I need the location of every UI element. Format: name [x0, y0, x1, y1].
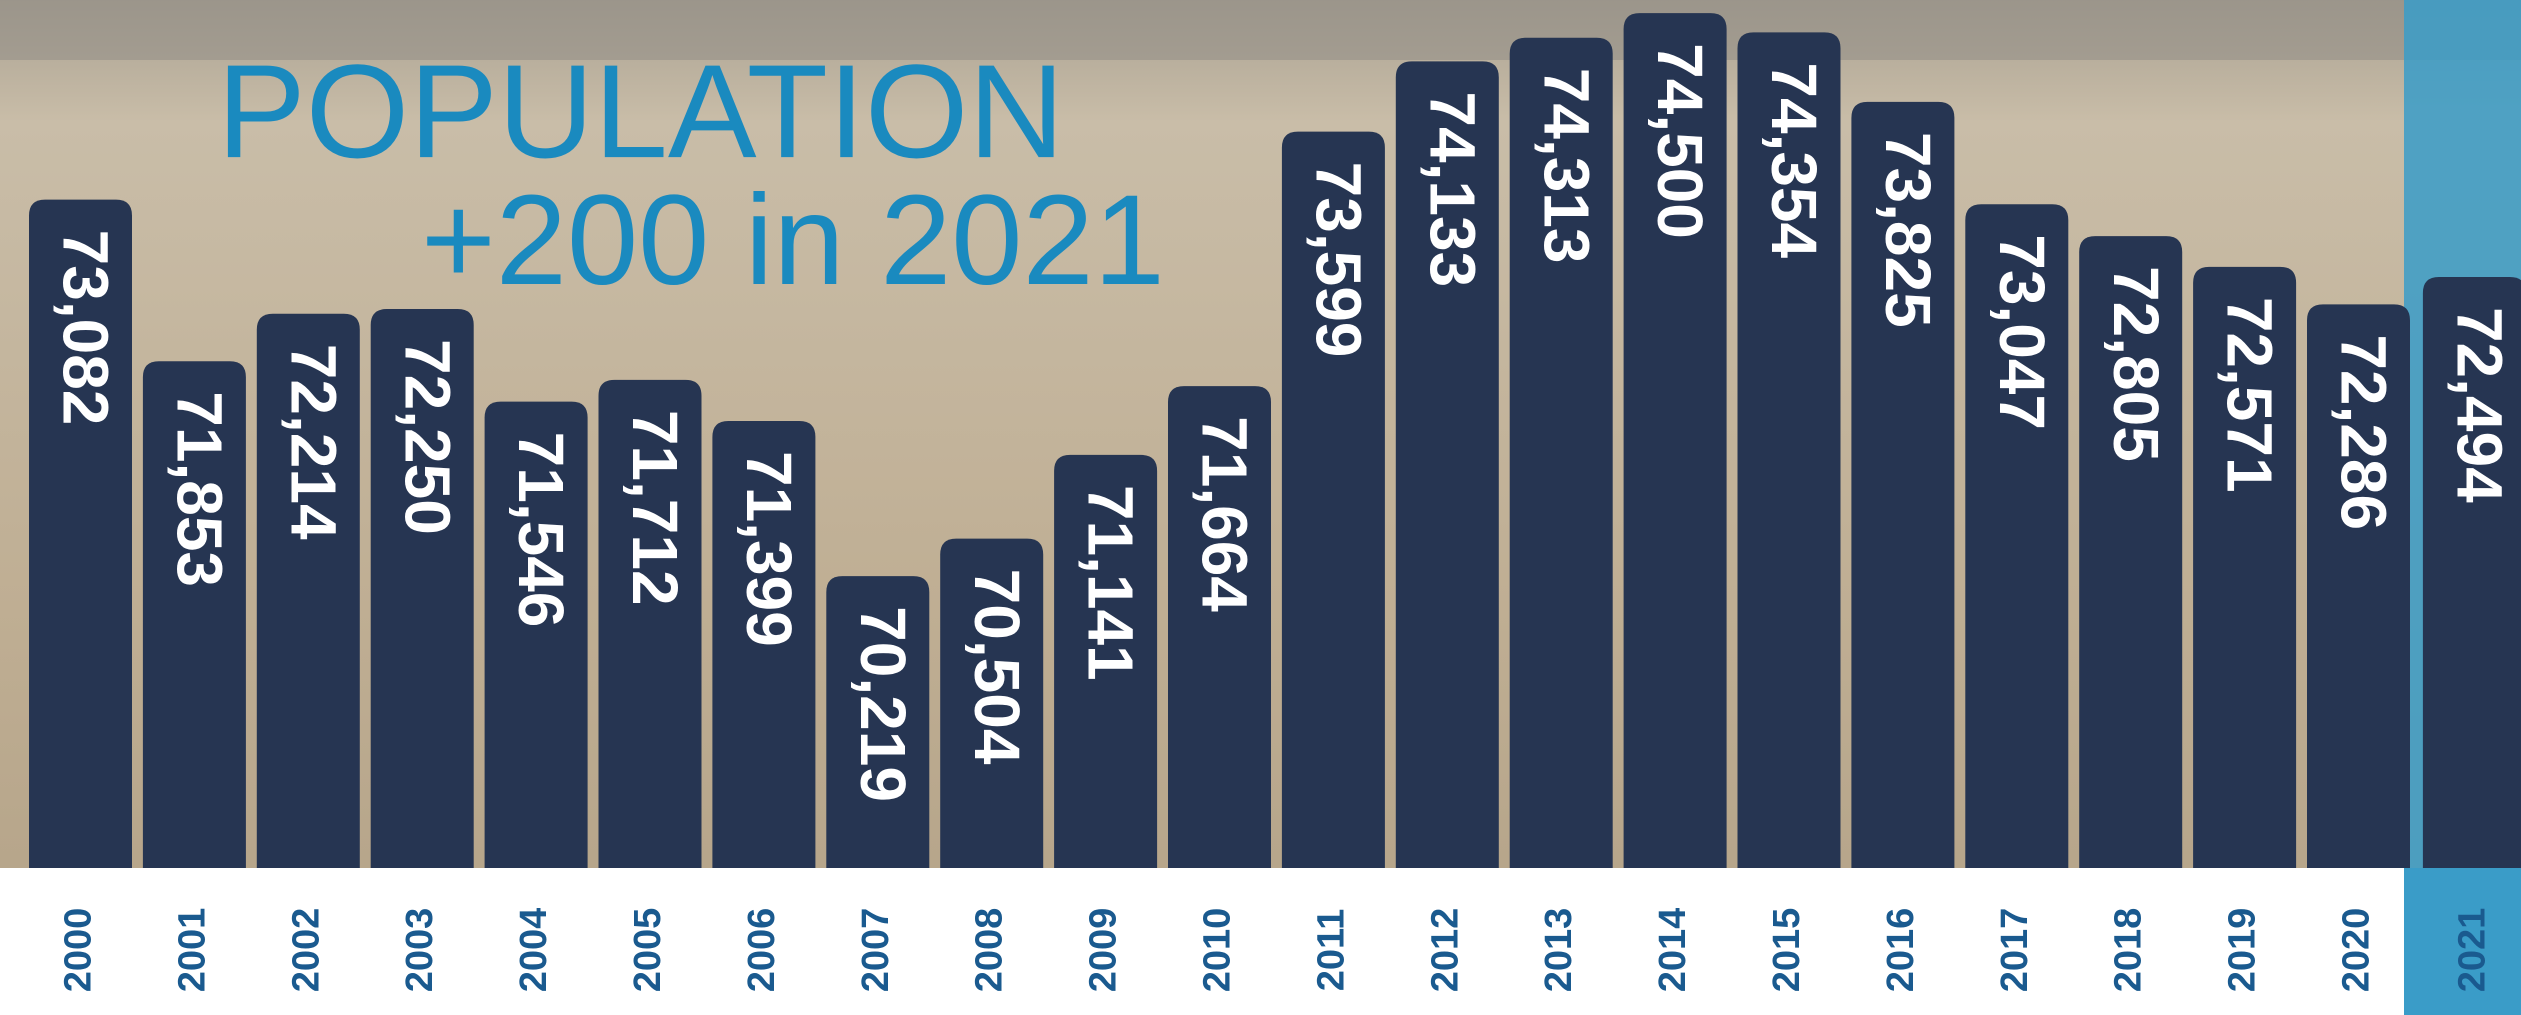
- value-label: 73,599: [1302, 162, 1374, 358]
- chart-title: POPULATION: [217, 38, 1064, 186]
- value-label: 72,571: [2214, 297, 2286, 493]
- value-label: 74,133: [1416, 91, 1488, 287]
- value-label: 72,286: [2328, 334, 2400, 530]
- x-tick-label: 2005: [627, 908, 669, 993]
- x-tick-label: 2018: [2108, 908, 2150, 993]
- x-tick-label: 2014: [1652, 908, 1694, 993]
- value-label: 74,354: [1758, 62, 1830, 258]
- value-label: 71,853: [163, 391, 235, 587]
- x-tick-label: 2013: [1538, 908, 1580, 993]
- x-tick-label: 2007: [855, 908, 897, 993]
- value-label: 70,219: [847, 606, 919, 802]
- x-tick-label: 2020: [2336, 908, 2378, 993]
- value-label: 72,494: [2443, 307, 2515, 503]
- x-tick-label: 2012: [1424, 908, 1466, 993]
- chart-subtitle: +200 in 2021: [421, 169, 1165, 312]
- value-label: 73,047: [1986, 234, 2058, 430]
- x-tick-label: 2016: [1880, 908, 1922, 993]
- x-tick-label: 2017: [1994, 908, 2036, 993]
- value-label: 71,664: [1189, 416, 1261, 612]
- x-tick-label: 2001: [171, 908, 213, 993]
- x-tick-label: 2006: [741, 908, 783, 993]
- value-label: 74,500: [1644, 43, 1716, 239]
- x-tick-label: 2021: [2451, 908, 2493, 993]
- value-label: 73,825: [1872, 132, 1944, 328]
- page: POPULATION +200 in 2021 73,082 2000 71,853…: [0, 0, 2521, 1015]
- chart: POPULATION +200 in 2021 73,082 2000 71,853…: [0, 0, 2521, 1015]
- value-label: 70,504: [961, 569, 1033, 765]
- value-label: 71,712: [619, 410, 691, 606]
- value-label: 74,313: [1530, 68, 1602, 264]
- x-tick-label: 2011: [1310, 909, 1352, 991]
- x-tick-label: 2003: [399, 908, 441, 993]
- value-label: 72,250: [391, 339, 463, 535]
- x-tick-label: 2019: [2222, 908, 2264, 993]
- value-label: 72,214: [277, 344, 349, 540]
- x-tick-label: 2009: [1083, 908, 1125, 993]
- value-label: 72,805: [2100, 266, 2172, 462]
- x-tick-label: 2002: [285, 908, 327, 993]
- value-label: 73,082: [50, 230, 122, 426]
- x-tick-label: 2004: [513, 908, 555, 993]
- x-tick-label: 2010: [1197, 908, 1239, 993]
- x-tick-label: 2000: [58, 908, 100, 993]
- value-label: 71,141: [1075, 485, 1147, 681]
- x-tick-label: 2008: [969, 908, 1011, 993]
- x-tick-label: 2015: [1766, 908, 1808, 993]
- value-label: 71,399: [733, 451, 805, 647]
- value-label: 71,546: [505, 432, 577, 628]
